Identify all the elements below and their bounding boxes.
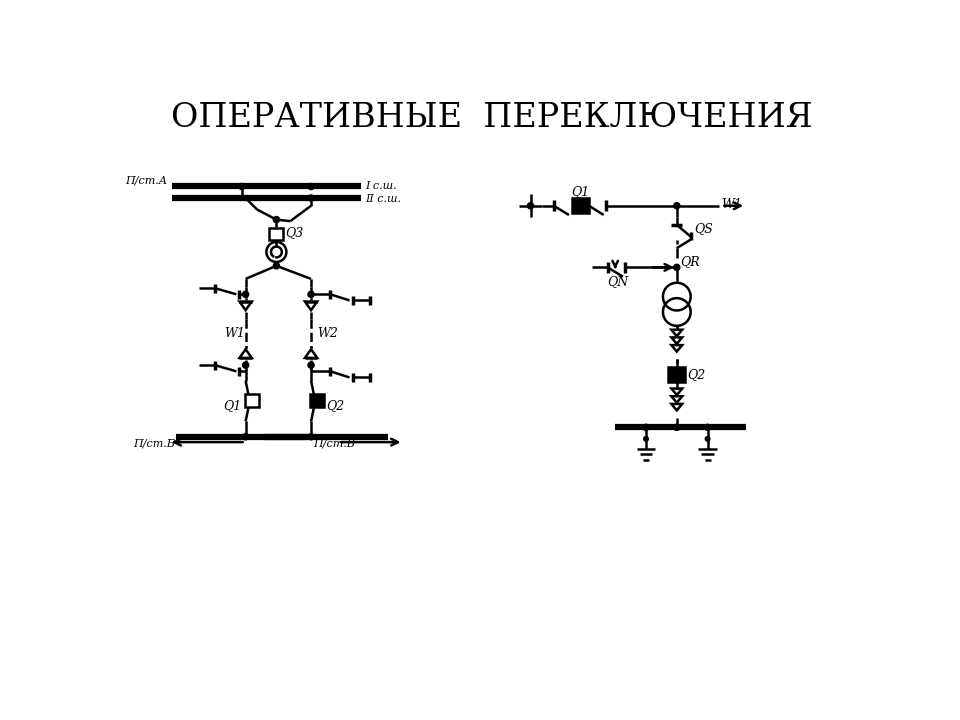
Circle shape — [308, 195, 314, 201]
Text: Q2: Q2 — [687, 368, 706, 381]
Circle shape — [643, 424, 649, 431]
Text: QS: QS — [694, 222, 712, 235]
Text: W2: W2 — [317, 327, 338, 340]
Text: W1: W1 — [224, 327, 245, 340]
Text: Q3: Q3 — [286, 226, 304, 239]
Circle shape — [243, 433, 249, 440]
Text: П/ст.В: П/ст.В — [313, 438, 355, 449]
Text: I с.ш.: I с.ш. — [365, 181, 396, 191]
Circle shape — [243, 362, 249, 368]
Text: QR: QR — [681, 255, 700, 268]
Text: II с.ш.: II с.ш. — [365, 194, 401, 204]
Bar — [572, 198, 589, 213]
Bar — [310, 395, 324, 407]
Circle shape — [674, 264, 680, 271]
Circle shape — [674, 202, 680, 209]
Text: QN: QN — [608, 275, 629, 288]
Circle shape — [243, 291, 249, 297]
Circle shape — [706, 436, 709, 441]
Text: Q1: Q1 — [571, 185, 589, 199]
Bar — [245, 395, 258, 407]
Text: П/ст.А: П/ст.А — [125, 176, 167, 185]
Circle shape — [308, 184, 314, 189]
Circle shape — [308, 433, 314, 440]
Circle shape — [239, 184, 245, 189]
Text: ОПЕРАТИВНЫЕ  ПЕРЕКЛЮЧЕНИЯ: ОПЕРАТИВНЫЕ ПЕРЕКЛЮЧЕНИЯ — [171, 102, 813, 134]
Circle shape — [274, 217, 279, 222]
Circle shape — [274, 263, 279, 269]
Circle shape — [644, 436, 648, 441]
Circle shape — [705, 424, 710, 431]
Circle shape — [674, 424, 680, 431]
Bar — [668, 367, 685, 382]
Circle shape — [308, 291, 314, 297]
Bar — [270, 228, 283, 240]
Text: Q1: Q1 — [224, 400, 242, 413]
Circle shape — [308, 362, 314, 368]
Text: П/ст.Б: П/ст.Б — [132, 438, 175, 449]
Text: Q2: Q2 — [326, 400, 345, 413]
Text: W1: W1 — [722, 198, 742, 211]
Circle shape — [527, 202, 534, 209]
